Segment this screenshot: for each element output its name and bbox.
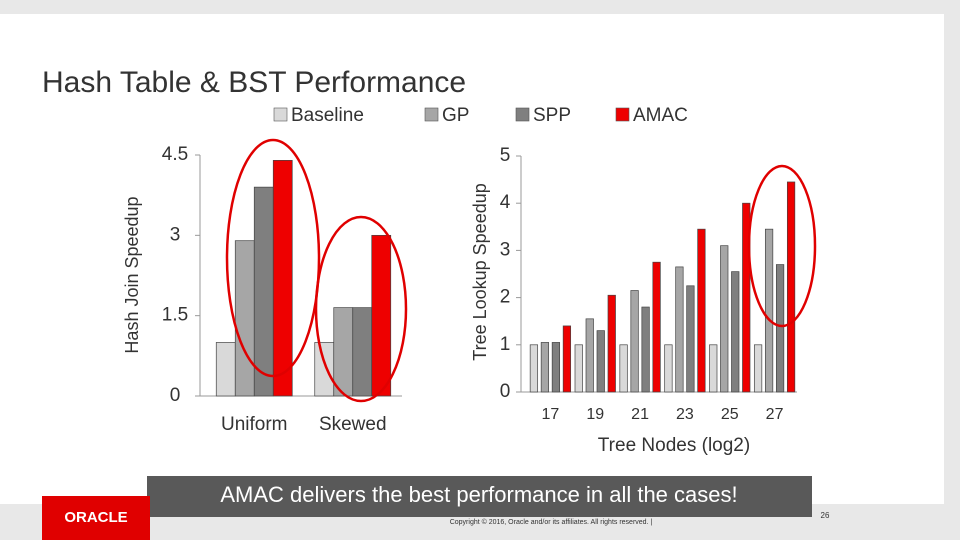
- bar: [764, 228, 774, 393]
- y-tick-label: 1: [500, 334, 511, 355]
- bar: [314, 342, 335, 397]
- bar: [562, 325, 572, 393]
- bar: [664, 344, 673, 393]
- bar: [253, 186, 274, 397]
- y-axis-label: Hash Join Speedup: [122, 196, 142, 353]
- x-tick-label: 19: [586, 406, 604, 423]
- legend-label: AMAC: [633, 105, 688, 126]
- bar: [709, 344, 718, 393]
- y-tick-label: 4: [500, 192, 511, 213]
- bar: [775, 264, 785, 393]
- bar: [551, 342, 561, 393]
- y-tick-label: 1.5: [162, 305, 188, 326]
- copyright: Copyright © 2016, Oracle and/or its affi…: [450, 518, 653, 526]
- bar: [731, 271, 740, 393]
- bar: [540, 342, 550, 393]
- bar: [786, 181, 796, 393]
- highlight-ellipse: [747, 164, 817, 328]
- bar: [333, 307, 354, 397]
- bar: [652, 261, 661, 393]
- x-tick-label: 17: [542, 406, 560, 423]
- x-tick-label: 23: [676, 406, 694, 423]
- x-tick-label: 25: [721, 406, 739, 423]
- slide-title: Hash Table & BST Performance: [42, 66, 466, 99]
- bar: [371, 234, 392, 397]
- logo: ORACLE: [64, 509, 127, 526]
- bar: [529, 344, 539, 393]
- bar: [215, 342, 236, 397]
- legend-swatch: [273, 107, 288, 122]
- bar: [619, 344, 628, 393]
- slide-background: [0, 14, 944, 504]
- highlight-ellipse: [314, 215, 408, 403]
- x-axis-label: Tree Nodes (log2): [598, 435, 750, 456]
- bar: [675, 266, 684, 393]
- y-tick-label: 5: [500, 145, 511, 166]
- legend-swatch: [424, 107, 439, 122]
- y-tick-label: 3: [170, 224, 181, 245]
- legend-swatch: [515, 107, 530, 122]
- legend-swatch: [615, 107, 630, 122]
- y-tick-label: 0: [170, 385, 181, 406]
- bar: [574, 344, 583, 393]
- bar: [697, 228, 706, 393]
- y-tick-label: 3: [500, 239, 511, 260]
- bar: [720, 245, 729, 393]
- callout-box: [147, 476, 812, 517]
- y-tick-label: 0: [500, 381, 511, 402]
- y-tick-label: 4.5: [162, 144, 188, 165]
- bar: [596, 330, 605, 393]
- highlight-ellipse: [225, 138, 321, 378]
- bar: [272, 160, 293, 397]
- bar: [585, 318, 594, 393]
- callout-text: AMAC delivers the best performance in al…: [220, 482, 737, 507]
- x-tick-label: Skewed: [319, 414, 387, 435]
- bar: [641, 306, 650, 393]
- y-tick-label: 2: [500, 287, 511, 308]
- x-tick-label: Uniform: [221, 414, 288, 435]
- bar: [742, 202, 751, 393]
- bar: [686, 285, 695, 393]
- x-tick-label: 21: [631, 406, 649, 423]
- bar: [352, 307, 373, 397]
- bar: [234, 240, 255, 397]
- legend-label: SPP: [533, 105, 571, 126]
- x-tick-label: 27: [766, 406, 784, 423]
- legend-label: GP: [442, 105, 469, 126]
- legend-label: Baseline: [291, 105, 364, 126]
- bar: [630, 290, 639, 393]
- page-number: 26: [821, 511, 830, 520]
- bar: [607, 294, 616, 393]
- y-axis-label: Tree Lookup Speedup: [470, 183, 490, 360]
- bar: [753, 344, 763, 393]
- logo-box: [42, 496, 150, 540]
